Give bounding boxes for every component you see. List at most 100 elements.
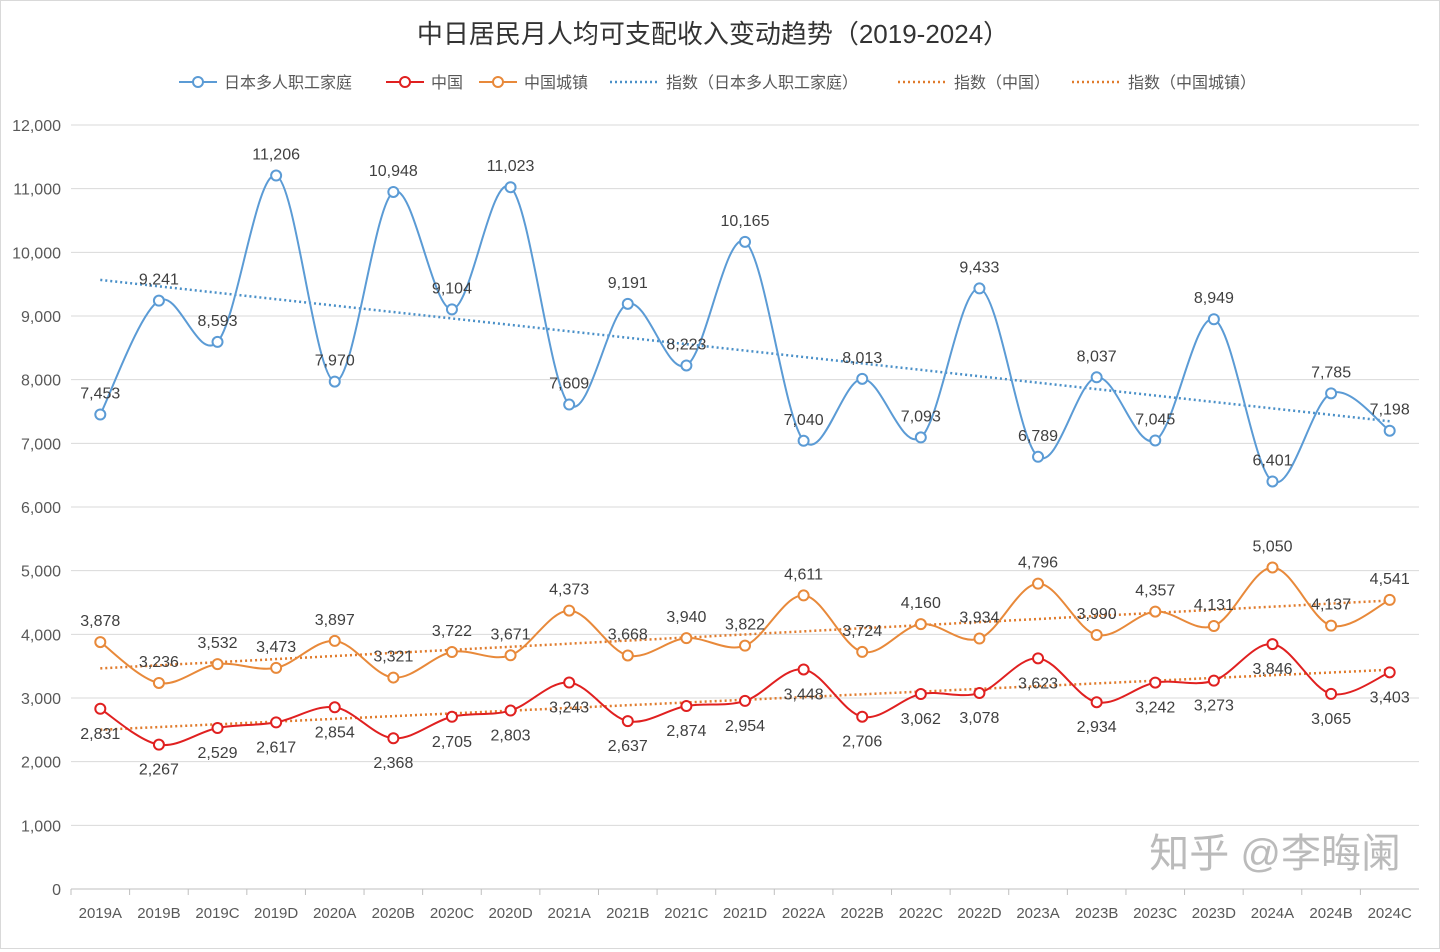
data-point <box>1325 387 1338 400</box>
data-point <box>1149 605 1162 618</box>
data-point <box>797 663 810 676</box>
data-point <box>856 710 869 723</box>
x-tick-label: 2024B <box>1309 905 1352 922</box>
data-label: 9,104 <box>432 280 472 297</box>
data-label: 8,949 <box>1194 290 1234 307</box>
data-label: 2,267 <box>139 762 179 779</box>
data-point <box>94 636 107 649</box>
data-label: 2,368 <box>373 755 413 772</box>
x-tick-label: 2023A <box>1016 905 1059 922</box>
data-point <box>270 716 283 729</box>
data-point <box>1207 619 1220 632</box>
data-label: 11,023 <box>487 158 535 175</box>
data-label: 4,160 <box>901 595 941 612</box>
data-point <box>152 294 165 307</box>
data-label: 8,593 <box>197 313 237 330</box>
data-label: 3,242 <box>1135 700 1175 717</box>
data-point <box>973 632 986 645</box>
x-tick-label: 2024C <box>1368 905 1412 922</box>
data-point <box>328 375 341 388</box>
data-label: 3,243 <box>549 700 589 717</box>
trendlines <box>100 278 1390 732</box>
data-point <box>797 434 810 447</box>
data-label: 2,705 <box>432 734 472 751</box>
data-label: 2,874 <box>666 723 706 740</box>
data-label: 11,206 <box>252 147 300 164</box>
data-point <box>797 589 810 602</box>
data-point <box>504 704 517 717</box>
data-point <box>1325 619 1338 632</box>
y-tick-label: 6,000 <box>21 500 61 517</box>
data-label: 4,131 <box>1194 597 1234 614</box>
data-label: 3,822 <box>725 617 765 634</box>
data-point <box>445 303 458 316</box>
data-point <box>1090 371 1103 384</box>
chart-title: 中日居民月人均可支配收入变动趋势（2019-2024） <box>417 19 1009 49</box>
series-lines: 7,453 9,241 8,593 11,206 7,970 10,948 9,104 11,… <box>80 147 1410 779</box>
legend-marker <box>492 76 504 88</box>
y-tick-label: 5,000 <box>21 564 61 581</box>
data-label: 10,948 <box>369 163 418 180</box>
data-label: 4,373 <box>549 582 589 599</box>
data-point <box>621 715 634 728</box>
data-point <box>1032 652 1045 665</box>
data-label: 3,671 <box>491 626 531 643</box>
data-point <box>973 687 986 700</box>
data-point <box>328 701 341 714</box>
data-label: 2,954 <box>725 718 765 735</box>
legend-marker <box>399 76 411 88</box>
data-label: 3,724 <box>842 623 882 640</box>
x-tick-label: 2021C <box>664 905 708 922</box>
trendline <box>100 278 1390 423</box>
x-tick-label: 2019D <box>254 905 298 922</box>
data-label: 7,970 <box>315 353 355 370</box>
y-axis: 0 1,000 2,000 3,000 4,000 5,000 6,000 7,000 8,00… <box>12 118 61 899</box>
y-tick-label: 12,000 <box>12 118 61 135</box>
data-label: 7,040 <box>784 412 824 429</box>
legend-label: 中国 <box>431 74 463 92</box>
data-label: 4,357 <box>1135 583 1175 600</box>
data-label: 3,448 <box>784 686 824 703</box>
data-point <box>680 632 693 645</box>
data-label: 2,706 <box>842 734 882 751</box>
x-tick-label: 2020B <box>372 905 415 922</box>
data-point <box>914 431 927 444</box>
data-point <box>387 732 400 745</box>
x-tick-label: 2022B <box>841 905 884 922</box>
data-label: 3,846 <box>1252 661 1292 678</box>
data-label: 9,241 <box>139 272 179 289</box>
data-label: 2,831 <box>80 726 120 743</box>
x-tick-label: 2024A <box>1251 905 1294 922</box>
data-label: 8,223 <box>666 336 706 353</box>
y-tick-label: 7,000 <box>21 436 61 453</box>
data-point <box>152 676 165 689</box>
data-label: 7,045 <box>1135 411 1175 428</box>
data-label: 3,321 <box>373 649 413 666</box>
x-tick-label: 2021A <box>547 905 590 922</box>
data-label: 3,934 <box>959 610 999 627</box>
data-label: 2,803 <box>491 728 531 745</box>
data-point <box>1325 687 1338 700</box>
data-label: 3,473 <box>256 639 296 656</box>
x-tick-label: 2019B <box>137 905 180 922</box>
data-label: 4,541 <box>1370 571 1410 588</box>
x-tick-label: 2023C <box>1133 905 1177 922</box>
data-label: 3,722 <box>432 623 472 640</box>
data-label: 2,529 <box>197 745 237 762</box>
legend-marker <box>192 76 204 88</box>
watermark: 知乎 @李晦阑 <box>1149 832 1401 876</box>
data-point <box>680 359 693 372</box>
data-label: 3,403 <box>1370 689 1410 706</box>
y-tick-label: 1,000 <box>21 818 61 835</box>
data-point <box>739 235 751 248</box>
data-label: 3,990 <box>1077 606 1117 623</box>
data-label: 2,617 <box>256 739 296 756</box>
data-label: 6,401 <box>1252 452 1292 469</box>
y-tick-label: 2,000 <box>21 755 61 772</box>
y-tick-label: 10,000 <box>12 245 61 262</box>
data-label: 3,878 <box>80 613 120 630</box>
legend-label: 指数（中国城镇） <box>1128 74 1256 92</box>
x-tick-label: 2019A <box>79 905 122 922</box>
